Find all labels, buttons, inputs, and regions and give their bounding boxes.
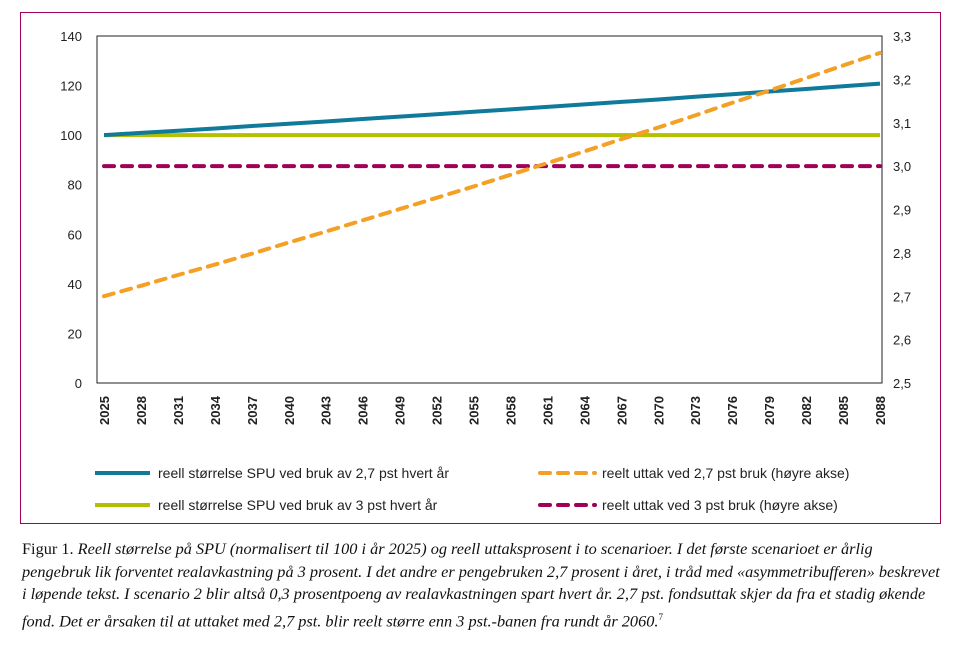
left-tick-label: 20 [68, 326, 82, 341]
left-tick-label: 140 [60, 29, 82, 44]
caption-footnote: 7 [658, 611, 663, 622]
right-tick-label: 2,5 [893, 376, 911, 391]
x-tick-label: 2076 [725, 396, 740, 425]
figure-caption: Figur 1. Reell størrelse på SPU (normali… [22, 538, 942, 632]
right-tick-label: 2,9 [893, 203, 911, 218]
x-tick-label: 2028 [134, 396, 149, 425]
x-tick-label: 2073 [688, 396, 703, 425]
x-tick-label: 2034 [208, 395, 223, 425]
left-tick-label: 60 [68, 227, 82, 242]
x-tick-label: 2046 [356, 396, 371, 425]
legend-label: reell størrelse SPU ved bruk av 2,7 pst … [158, 465, 449, 481]
x-tick-label: 2085 [836, 396, 851, 425]
right-tick-label: 3,2 [893, 72, 911, 87]
plot-area [96, 35, 883, 384]
left-tick-label: 120 [60, 79, 82, 94]
caption-label: Figur 1. [22, 539, 74, 558]
right-tick-label: 2,8 [893, 246, 911, 261]
figure-frame [20, 12, 941, 524]
x-tick-label: 2079 [762, 396, 777, 425]
x-tick-label: 2088 [873, 396, 888, 425]
left-tick-label: 0 [75, 376, 82, 391]
x-tick-label: 2043 [319, 396, 334, 425]
series-line-2 [102, 50, 882, 299]
x-tick-label: 2061 [540, 396, 555, 425]
legend-label: reell størrelse SPU ved bruk av 3 pst hv… [158, 497, 438, 513]
x-tick-label: 2070 [651, 396, 666, 425]
x-tick-label: 2049 [393, 396, 408, 425]
series-line-0 [103, 81, 881, 138]
chart: 0204060801001201402,52,62,72,82,93,03,13… [60, 29, 911, 513]
right-tick-label: 2,7 [893, 289, 911, 304]
x-tick-label: 2058 [503, 396, 518, 425]
x-tick-label: 2067 [614, 396, 629, 425]
x-tick-label: 2052 [430, 396, 445, 425]
caption-text: Reell størrelse på SPU (normalisert til … [22, 539, 940, 630]
x-tick-label: 2064 [577, 395, 592, 425]
left-tick-label: 40 [68, 277, 82, 292]
right-tick-label: 2,6 [893, 333, 911, 348]
left-tick-label: 100 [60, 128, 82, 143]
right-tick-label: 3,1 [893, 116, 911, 131]
x-tick-label: 2031 [171, 396, 186, 425]
x-tick-label: 2040 [282, 396, 297, 425]
right-tick-label: 3,3 [893, 29, 911, 44]
x-tick-label: 2055 [467, 396, 482, 425]
legend-label: reelt uttak ved 2,7 pst bruk (høyre akse… [602, 465, 849, 481]
x-tick-label: 2037 [245, 396, 260, 425]
left-tick-label: 80 [68, 178, 82, 193]
x-tick-label: 2025 [97, 396, 112, 425]
right-tick-label: 3,0 [893, 159, 911, 174]
x-tick-label: 2082 [799, 396, 814, 425]
legend-label: reelt uttak ved 3 pst bruk (høyre akse) [602, 497, 838, 513]
